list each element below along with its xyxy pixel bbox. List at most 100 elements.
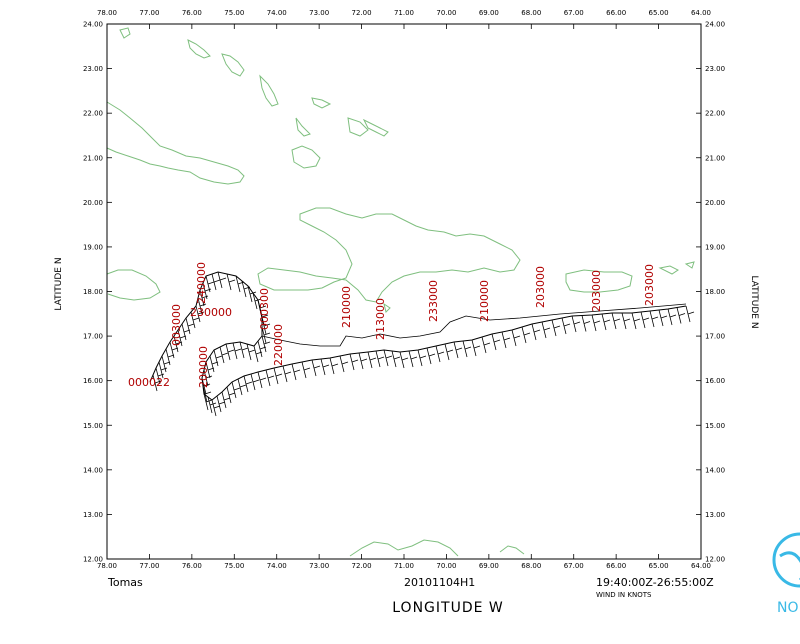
cuba-outline [106,101,245,185]
lon-tick-label-top: 69.00 [479,9,499,17]
wind-barb-flag [419,355,427,359]
lat-tick-label-left: 18.00 [83,288,103,296]
wind-barb-flag [267,375,275,379]
lat-tick-label-left: 19.00 [83,243,103,251]
wind-barb-flag [523,332,531,336]
wind-barb-flag [393,356,401,360]
lat-tick-label-right: 13.00 [705,511,725,519]
lon-tick-label-bottom: 78.00 [97,562,117,570]
wind-barb-flag [377,356,385,360]
turks-caicos-outline [291,145,321,169]
lon-tick-label-top: 77.00 [139,9,159,17]
wind-barb-flag [154,380,162,384]
axis-ticks [106,23,702,560]
wind-barb-flag [234,348,242,352]
lat-tick-label-right: 12.00 [705,556,725,564]
lat-tick-label-left: 16.00 [83,377,103,385]
lat-tick-label-right: 20.00 [705,199,725,207]
bahamas-north-outline [119,27,245,77]
lon-tick-label-top: 75.00 [224,9,244,17]
noaa-logo: NO [772,532,800,616]
wind-barb-flag [227,349,235,353]
wind-barb-flag [263,332,271,336]
wind-barb-flag [171,347,179,351]
lon-tick-label-top: 76.00 [182,9,202,17]
wind-barb-flag [284,371,292,375]
lat-tick-label-right: 23.00 [705,65,725,73]
lat-tick-label-right: 16.00 [705,377,725,385]
wind-barb-flag [446,349,454,353]
wind-barb-flag [553,325,561,329]
lat-tick-label-left: 14.00 [83,466,103,474]
wind-barb-flag [331,363,339,367]
wind-barb-flag [245,381,253,385]
wind-barb-flag [228,279,236,283]
y-axis-label-left: LATITUDE N [54,257,64,310]
wind-barb-flag [385,355,393,359]
wind-barb-flag [223,397,231,401]
lon-tick-label-top: 66.00 [606,9,626,17]
bahamas-mid-outline [259,74,332,137]
wind-barb-flag [215,355,223,359]
lat-tick-label-left: 12.00 [83,556,103,564]
lat-tick-label-left: 13.00 [83,511,103,519]
time-label: 203000 [643,264,656,306]
south-coast-outline [349,539,525,557]
wind-barb-flag [583,321,591,324]
wind-barb-flag [157,373,165,377]
lat-tick-label-right: 22.00 [705,110,725,118]
wind-barb-flag [360,358,368,362]
lon-tick-label-bottom: 77.00 [139,562,159,570]
time-label: 203000 [590,270,603,312]
wind-barb-flag [213,279,221,283]
wind-barb-flag [203,383,211,387]
lon-tick-label-bottom: 72.00 [352,562,372,570]
wind-barb-flag [183,329,191,333]
wind-barb-flag [678,313,686,316]
lat-tick-label-left: 23.00 [83,65,103,73]
lat-tick-label-left: 21.00 [83,154,103,162]
wind-barb-flag [213,405,221,409]
wind-barb-flag [633,318,641,322]
lat-tick-label-right: 19.00 [705,243,725,251]
puerto-rico-outline [565,269,633,293]
lon-tick-label-bottom: 75.00 [224,562,244,570]
wind-barb-flag [428,353,436,357]
wind-barb-flag [252,379,260,383]
flight-id: 20101104H1 [404,576,475,589]
storm-name: Tomas [107,576,143,589]
time-range: 19:40:00Z-26:55:00Z [596,576,714,589]
wind-barb-flag [259,377,267,381]
lat-tick-label-right: 17.00 [705,333,725,341]
axis-tick-labels: 78.00 78.00 77.00 77.00 76.00 76.00 75.00 75.00… [83,9,725,570]
wind-barb-flag [437,351,445,355]
wind-barb-flag [642,317,650,321]
lon-tick-label-bottom: 64.00 [691,562,711,570]
wind-barb-flag [261,314,269,318]
wind-barb-flag [603,319,611,323]
lon-tick-label-top: 68.00 [521,9,541,17]
flight-track-wind-barbs [149,271,695,417]
wind-barb-flag [651,316,659,320]
wind-barb-flag [401,357,409,361]
time-label: 213000 [374,298,387,340]
wind-barb-flag [207,281,215,285]
wind-barb-flag [233,387,241,391]
wind-barb-flag [199,303,207,307]
beata-outline [383,302,391,313]
wind-barb-flag [175,341,183,345]
wind-barb-flag [455,347,463,351]
lat-tick-label-right: 14.00 [705,466,725,474]
wind-barb-flag [263,341,271,345]
lon-tick-label-bottom: 68.00 [521,562,541,570]
lon-tick-label-bottom: 70.00 [436,562,456,570]
wind-barb-flag [464,346,472,350]
wind-barb-flag [313,365,321,369]
wind-barb-flag [163,361,171,365]
wind-barb-flag [239,384,247,388]
wind-barb-flag [263,323,271,327]
wind-barb-flag [275,373,283,377]
coastlines [106,27,695,557]
lon-tick-label-top: 71.00 [394,9,414,17]
